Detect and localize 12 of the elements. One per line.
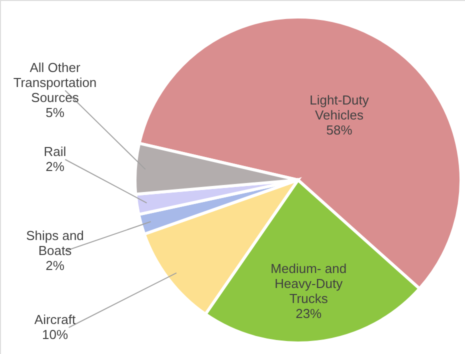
slice-label: Ships and Boats bbox=[26, 228, 84, 258]
data-label: 23% bbox=[296, 306, 322, 322]
slice-label: Aircraft bbox=[34, 312, 76, 327]
data-label: 58% bbox=[326, 122, 353, 138]
slice-label: Medium- and Heavy-Duty Trucks bbox=[270, 261, 347, 306]
data-label: 5% bbox=[46, 105, 65, 120]
slice-label: Rail bbox=[44, 144, 66, 159]
slice-label: All Other Transportation Sources bbox=[13, 60, 97, 105]
data-label: 10% bbox=[42, 327, 68, 342]
data-label: 2% bbox=[46, 258, 65, 273]
data-label: 2% bbox=[46, 159, 65, 174]
slice-label: Light-Duty Vehicles bbox=[310, 92, 370, 122]
